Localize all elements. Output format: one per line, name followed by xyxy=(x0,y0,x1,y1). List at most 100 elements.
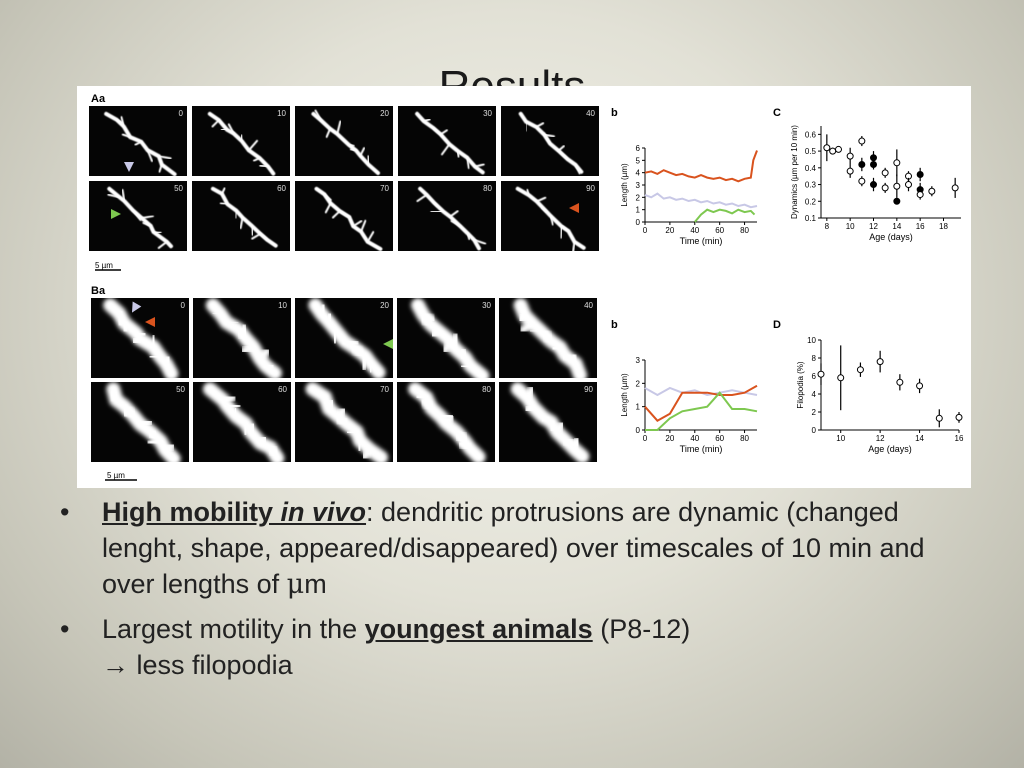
data-point xyxy=(896,378,904,386)
dendritic-spine xyxy=(266,443,281,459)
dendritic-spine xyxy=(561,436,581,449)
x-tick-label: 18 xyxy=(939,222,948,231)
data-point xyxy=(916,191,924,199)
dendritic-spine xyxy=(344,427,361,437)
y-tick-label: 0.5 xyxy=(805,147,817,156)
y-tick-label: 0 xyxy=(636,218,641,227)
dendritic-spine xyxy=(336,120,342,135)
arrowhead-marker-icon xyxy=(569,203,579,213)
dendritic-spine xyxy=(146,149,154,163)
data-point xyxy=(846,152,854,160)
arrowhead-marker-icon xyxy=(145,317,155,327)
dendritic-spine xyxy=(458,361,475,371)
dendritic-spine xyxy=(331,210,341,219)
dendritic-spine xyxy=(147,352,164,362)
dendritic-spine xyxy=(158,163,163,173)
frame-time-label: 70 xyxy=(380,385,389,394)
y-tick-label: 0 xyxy=(812,426,817,435)
frame-time-label: 60 xyxy=(278,385,287,394)
dendritic-spine xyxy=(450,219,462,228)
series-line xyxy=(645,391,758,431)
dendritic-spine xyxy=(324,202,332,214)
dendritic-spine xyxy=(440,143,451,156)
dendritic-spine xyxy=(360,219,367,233)
data-point xyxy=(858,177,866,185)
chart-length-time-b: 0 20 40 60 80 0 1 2 3 Time (min) Length (µm) xyxy=(620,356,758,454)
micrograph-frame: 20 xyxy=(295,298,393,378)
y-axis-label: Length (µm) xyxy=(620,373,629,417)
dendritic-spine xyxy=(457,346,470,362)
dendritic-spine xyxy=(540,328,555,345)
frame-time-label: 80 xyxy=(483,184,492,193)
image-grid-a: 0 10 20 30 40 50 60 70 80 90 xyxy=(89,106,599,251)
micrograph-frame: 70 xyxy=(295,181,393,251)
dendritic-spine xyxy=(145,437,165,448)
dendritic-spine xyxy=(323,193,332,201)
dendritic-spine xyxy=(250,225,254,236)
x-axis-label: Age (days) xyxy=(869,232,913,242)
dendritic-spine xyxy=(261,361,276,372)
x-axis-label: Time (min) xyxy=(680,444,723,454)
data-point xyxy=(870,160,877,168)
bullet-dot-icon: • xyxy=(60,614,70,644)
dendritic-spine xyxy=(550,343,565,353)
bullet-subline: → less filopodia xyxy=(102,650,293,680)
dendritic-spine xyxy=(222,401,242,411)
data-point xyxy=(935,414,943,422)
panel-label-ba: Ba xyxy=(91,285,106,297)
dendritic-spine xyxy=(251,232,262,240)
scale-bar-b-label: 5 µm xyxy=(107,471,125,480)
panel-label-d: D xyxy=(773,319,781,331)
dendritic-spine xyxy=(366,231,375,243)
x-tick-label: 14 xyxy=(915,434,924,443)
dendritic-spine xyxy=(132,329,148,339)
y-tick-label: 2 xyxy=(636,193,641,202)
dendritic-spine xyxy=(439,129,448,136)
dendritic-spine xyxy=(452,427,466,444)
x-tick-label: 80 xyxy=(740,226,749,235)
x-tick-label: 80 xyxy=(740,434,749,443)
dendritic-spine xyxy=(355,436,365,453)
y-tick-label: 0.6 xyxy=(805,130,817,139)
dendritic-spine xyxy=(516,311,529,324)
dendritic-spine xyxy=(523,384,536,403)
dendritic-spine xyxy=(349,148,358,152)
dendritic-spine xyxy=(162,354,173,368)
dendritic-spine xyxy=(523,402,538,415)
y-tick-label: 5 xyxy=(636,156,641,165)
dendritic-spine xyxy=(161,441,177,454)
scale-bar-a: 5 µm xyxy=(95,261,121,271)
y-tick-label: 0 xyxy=(636,426,641,435)
data-point xyxy=(928,187,936,195)
frame-time-label: 10 xyxy=(278,301,287,310)
dendritic-spine xyxy=(557,149,569,161)
bullet-item-mobility: • High mobility in vivo: dendritic protr… xyxy=(60,494,940,603)
data-point xyxy=(955,413,963,421)
micrograph-frame: 30 xyxy=(398,106,496,176)
dendritic-spine xyxy=(152,231,162,234)
dendritic-spine xyxy=(572,240,576,251)
dendritic-spine xyxy=(324,311,335,326)
dendritic-spine xyxy=(330,326,340,346)
dendritic-spine xyxy=(240,134,243,143)
x-tick-label: 0 xyxy=(643,226,648,235)
dendritic-spine xyxy=(115,309,126,328)
y-tick-label: 0.3 xyxy=(805,181,817,190)
dendritic-spine xyxy=(339,210,351,219)
data-point xyxy=(817,370,825,378)
dendritic-spine xyxy=(239,216,244,230)
x-tick-label: 10 xyxy=(846,222,855,231)
dendritic-spine xyxy=(360,445,374,461)
dendritic-spine xyxy=(219,202,229,206)
data-point xyxy=(858,160,866,168)
series-line xyxy=(694,208,756,223)
dendritic-spine xyxy=(559,225,563,239)
frame-time-label: 20 xyxy=(380,109,389,118)
dendritic-spine xyxy=(247,139,259,152)
dendritic-spine xyxy=(449,210,459,218)
dendritic-spine xyxy=(120,116,125,128)
dendritic-spine xyxy=(149,333,158,351)
dendritic-spine xyxy=(220,187,226,195)
panel-label-aa: Aa xyxy=(91,93,106,105)
data-point xyxy=(870,181,877,189)
